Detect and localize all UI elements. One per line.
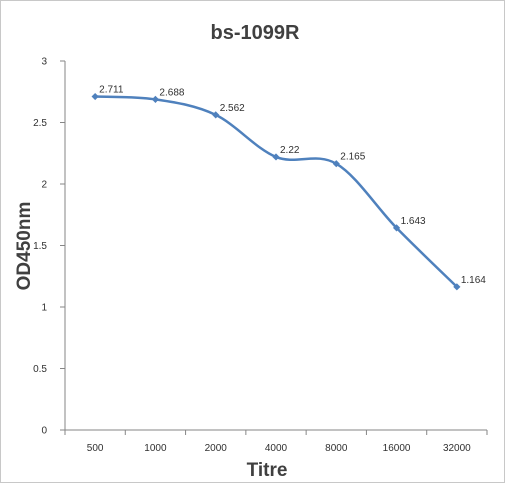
data-point [272,153,280,161]
data-point [392,224,401,232]
y-tick-label: 3 [41,57,47,68]
data-label: 2.22 [280,145,300,156]
data-label: 2.688 [159,87,184,98]
data-point [151,95,160,103]
data-point [212,111,220,119]
y-tick-label: 0.5 [33,364,47,375]
data-label: 1.643 [401,216,426,227]
x-tick-label: 4000 [265,443,288,454]
y-axis-title: OD450nm [14,202,35,291]
x-tick-label: 500 [87,443,104,454]
y-tick-label: 0 [41,426,47,437]
x-axis-ticks: 500 1000 2000 4000 8000 16000 32000 [64,430,488,454]
data-label: 2.711 [99,85,124,96]
y-tick-label: 2 [41,180,47,191]
y-tick-label: 2.5 [33,118,47,129]
x-tick-label: 2000 [205,443,228,454]
x-tick-label: 8000 [325,443,348,454]
data-label: 1.164 [461,275,486,286]
x-tick-label: 32000 [443,443,471,454]
x-axis-title: Titre [247,460,288,481]
series-line [95,95,458,288]
data-labels: 2.711 2.688 2.562 2.22 2.165 1.643 1.164 [99,85,486,286]
data-label: 2.165 [340,152,365,163]
data-point [91,92,99,101]
data-point [332,160,340,168]
chart-title: bs-1099R [211,22,300,44]
data-point [453,283,461,291]
y-axis-ticks: 0 0.5 1 1.5 2 2.5 3 [33,57,65,437]
x-tick-label: 16000 [383,443,411,454]
x-tick-label: 1000 [144,443,167,454]
y-tick-label: 1.5 [33,241,47,252]
data-points [91,92,461,291]
data-label: 2.562 [220,103,245,114]
y-tick-label: 1 [41,303,47,314]
